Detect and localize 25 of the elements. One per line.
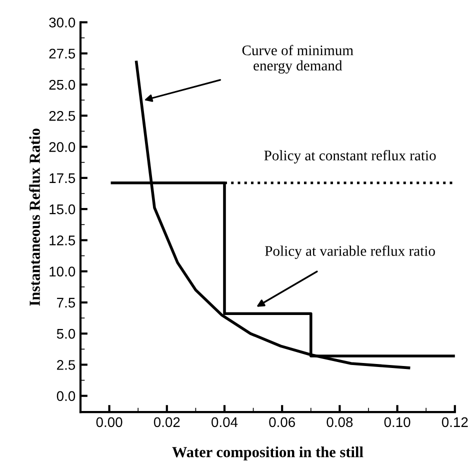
y-tick-label: 5.0 — [56, 328, 76, 339]
y-tick-label: 10.0 — [50, 266, 76, 276]
x-tick-label: 0.10 — [384, 417, 410, 428]
y-tick-label: 15.0 — [50, 204, 76, 214]
y-tick-label: 17.5 — [50, 173, 76, 184]
x-tick-label: 0.12 — [442, 417, 468, 428]
annotation: Policy at variable reflux ratio — [265, 246, 435, 259]
annotation: Policy at constant reflux ratio — [264, 150, 436, 164]
x-axis-title: Water composition in the still — [172, 446, 364, 460]
y-tick-label: 30.0 — [49, 18, 76, 28]
x-tick-label: 0.08 — [326, 417, 353, 428]
x-tick-label: 0.06 — [269, 417, 296, 428]
y-tick-label: 7.5 — [57, 298, 76, 308]
x-tick-label: 0.04 — [212, 417, 238, 428]
y-tick-label: 2.5 — [57, 360, 76, 370]
y-tick-label: 20.0 — [49, 142, 76, 152]
y-tick-label: 25.0 — [49, 80, 76, 90]
x-tick-label: 0.02 — [154, 417, 180, 428]
annotation: Curve of minimum energy demand — [242, 44, 354, 74]
y-tick-label: 0.0 — [56, 391, 76, 402]
y-tick-label: 22.5 — [49, 111, 76, 121]
y-tick-label: 12.5 — [50, 236, 76, 246]
y-axis-title: Instantaneous Reflux Ratio — [29, 128, 40, 306]
x-tick-label: 0.00 — [96, 417, 122, 428]
y-tick-label: 27.5 — [49, 48, 76, 59]
